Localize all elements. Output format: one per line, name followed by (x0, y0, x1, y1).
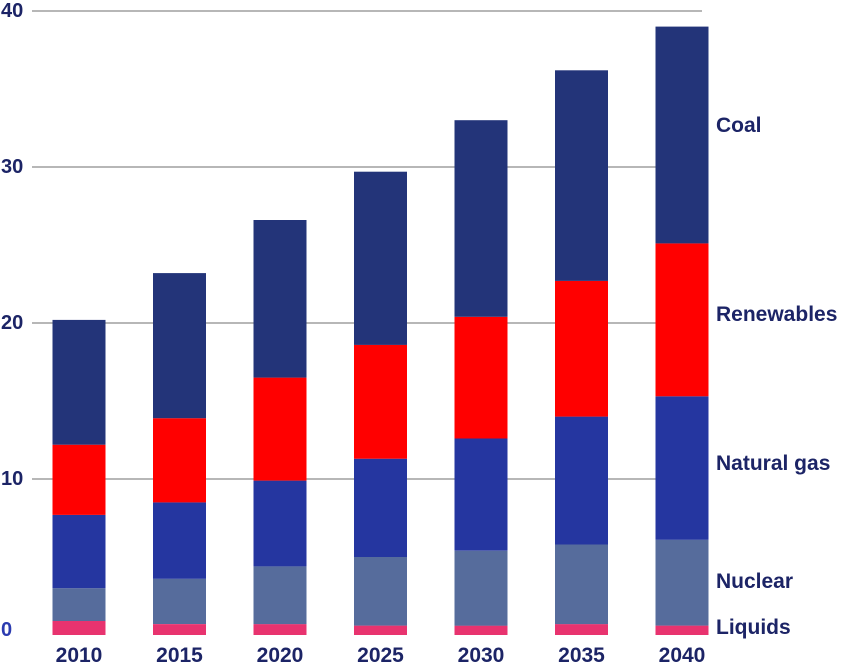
bar-segment-nuclear-2025 (354, 557, 407, 626)
x-tick-label-2035: 2035 (558, 644, 605, 663)
bar-segment-natural-gas-2010 (52, 514, 106, 589)
series-labels: Coal Renewables Natural gas Nuclear Liqu… (716, 114, 837, 639)
bar-segment-natural-gas-2035 (555, 416, 608, 545)
bar-segment-natural-gas-2040 (655, 396, 709, 540)
bar-segment-liquids-2010 (52, 621, 106, 635)
bar-segment-renewables-2015 (153, 418, 206, 503)
bar-segment-coal-2020 (253, 220, 307, 378)
bar-segment-renewables-2010 (52, 444, 106, 515)
bar-segment-natural-gas-2025 (354, 458, 407, 557)
y-tick-label-10: 10 (1, 468, 23, 490)
bar-segment-renewables-2025 (354, 344, 407, 459)
bar-segment-nuclear-2010 (52, 588, 106, 621)
bar-segment-renewables-2040 (655, 243, 709, 397)
legend-label-natural-gas: Natural gas (716, 452, 830, 475)
bar-segment-coal-2015 (153, 273, 206, 419)
bar-segment-liquids-2035 (555, 624, 608, 635)
bar-segment-nuclear-2030 (454, 550, 508, 626)
legend-label-coal: Coal (716, 114, 762, 137)
y-tick-label-0: 0 (1, 619, 12, 641)
bar-segment-nuclear-2015 (153, 578, 206, 624)
x-tick-label-2010: 2010 (56, 644, 103, 663)
bar-segment-natural-gas-2020 (253, 480, 307, 567)
bar-segment-liquids-2040 (655, 625, 709, 635)
bar-segment-nuclear-2035 (555, 544, 608, 625)
bars (52, 26, 709, 635)
bar-segment-coal-2035 (555, 70, 608, 281)
x-axis-tick-labels: 2010 2015 2020 2025 2030 2035 2040 (56, 644, 706, 663)
y-tick-label-20: 20 (1, 312, 23, 334)
bar-segment-liquids-2030 (454, 625, 508, 635)
bar-segment-coal-2010 (52, 319, 106, 445)
x-tick-label-2030: 2030 (458, 644, 505, 663)
bar-segment-coal-2040 (655, 26, 709, 244)
x-tick-label-2020: 2020 (257, 644, 304, 663)
bar-segment-natural-gas-2015 (153, 502, 206, 579)
bar-segment-liquids-2015 (153, 624, 206, 635)
x-tick-label-2015: 2015 (156, 644, 203, 663)
bar-segment-nuclear-2040 (655, 539, 709, 626)
y-tick-label-30: 30 (1, 156, 23, 178)
bar-segment-renewables-2020 (253, 377, 307, 481)
bar-segment-liquids-2025 (354, 625, 407, 635)
legend-label-liquids: Liquids (716, 616, 791, 639)
bar-segment-coal-2030 (454, 120, 508, 317)
bar-segment-nuclear-2020 (253, 566, 307, 625)
x-tick-label-2040: 2040 (659, 644, 706, 663)
y-tick-label-40: 40 (1, 0, 23, 22)
bar-segment-natural-gas-2030 (454, 438, 508, 551)
legend-label-nuclear: Nuclear (716, 570, 793, 593)
bar-segment-renewables-2030 (454, 316, 508, 439)
x-tick-label-2025: 2025 (357, 644, 404, 663)
y-axis-tick-labels: 0 10 20 30 40 (1, 0, 23, 641)
bar-segment-renewables-2035 (555, 280, 608, 417)
bar-segment-coal-2025 (354, 171, 407, 345)
legend-label-renewables: Renewables (716, 303, 837, 326)
bar-segment-liquids-2020 (253, 624, 307, 635)
